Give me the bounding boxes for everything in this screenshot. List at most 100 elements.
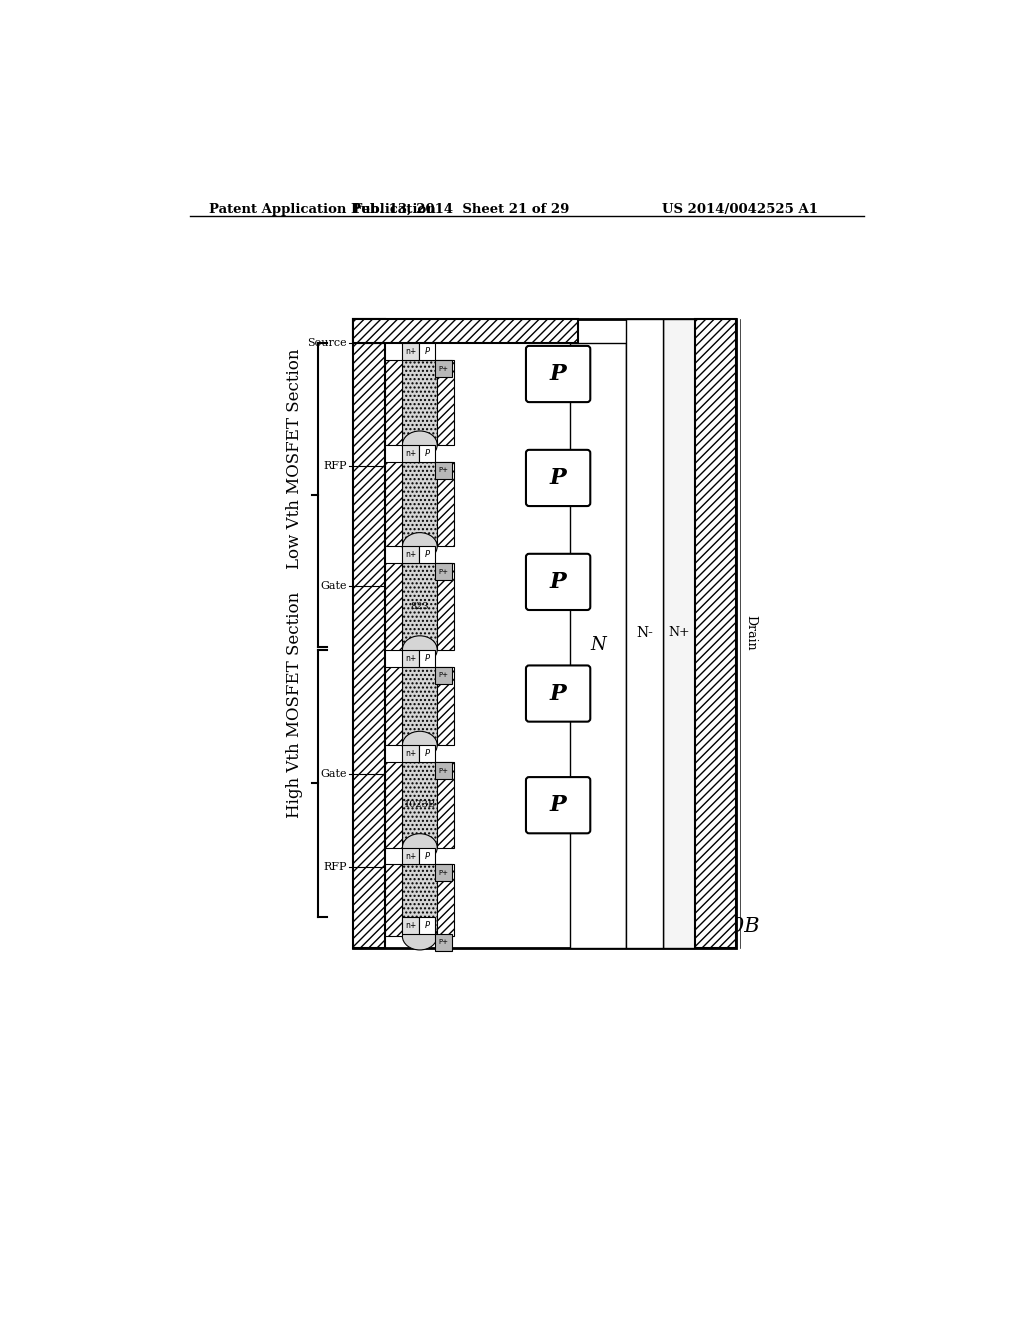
Bar — [402, 865, 437, 936]
Text: n+: n+ — [406, 449, 417, 458]
Bar — [420, 847, 435, 865]
Bar — [385, 564, 402, 649]
Text: P: P — [425, 347, 430, 356]
Bar — [385, 360, 402, 445]
Text: n+: n+ — [406, 653, 417, 663]
Text: P: P — [425, 449, 430, 458]
Text: 1023B: 1023B — [403, 800, 436, 809]
Text: 823: 823 — [411, 602, 429, 611]
Text: High Vth MOSFET Section: High Vth MOSFET Section — [286, 591, 303, 818]
Text: P: P — [425, 550, 430, 560]
Bar — [402, 360, 437, 445]
Text: Gate: Gate — [321, 581, 346, 591]
Text: n+: n+ — [406, 851, 417, 861]
Text: RFP: RFP — [323, 462, 346, 471]
Bar — [385, 762, 402, 847]
Bar — [663, 318, 695, 948]
Bar — [437, 762, 455, 847]
Text: P: P — [550, 363, 566, 385]
Text: Source: Source — [307, 338, 346, 348]
Ellipse shape — [402, 432, 437, 459]
Ellipse shape — [402, 923, 437, 950]
FancyBboxPatch shape — [526, 665, 590, 722]
Text: P+: P+ — [438, 569, 449, 576]
Text: RFP: RFP — [323, 862, 346, 871]
Bar — [402, 649, 420, 667]
Bar — [385, 865, 402, 936]
Text: P+: P+ — [438, 672, 449, 678]
Bar — [352, 318, 736, 948]
Bar — [420, 744, 435, 762]
Text: P+: P+ — [438, 940, 449, 945]
FancyBboxPatch shape — [526, 346, 590, 403]
Text: Feb. 13, 2014  Sheet 21 of 29: Feb. 13, 2014 Sheet 21 of 29 — [353, 203, 569, 216]
Text: Drain: Drain — [744, 615, 757, 651]
Ellipse shape — [402, 834, 437, 862]
FancyBboxPatch shape — [526, 554, 590, 610]
Bar — [402, 744, 420, 762]
Text: Low Vth MOSFET Section: Low Vth MOSFET Section — [286, 348, 303, 569]
Text: n+: n+ — [406, 921, 417, 929]
Bar — [420, 917, 435, 933]
Text: P: P — [425, 750, 430, 758]
Bar — [437, 360, 455, 445]
Text: N-: N- — [636, 626, 653, 640]
Text: P: P — [425, 653, 430, 663]
Bar — [402, 343, 420, 360]
Bar — [435, 360, 452, 378]
Text: P: P — [550, 682, 566, 705]
Bar — [435, 462, 452, 479]
Text: P: P — [425, 851, 430, 861]
Text: P+: P+ — [438, 366, 449, 372]
Bar — [569, 343, 627, 948]
Text: P: P — [550, 572, 566, 593]
Ellipse shape — [402, 636, 437, 664]
Bar — [420, 445, 435, 462]
Bar — [437, 667, 455, 744]
Bar — [402, 445, 420, 462]
Text: P: P — [425, 921, 430, 929]
Bar — [435, 933, 452, 950]
Text: n+: n+ — [406, 347, 417, 356]
Text: Gate: Gate — [321, 770, 346, 779]
Text: n+: n+ — [406, 750, 417, 758]
Bar — [402, 546, 420, 564]
Text: P+: P+ — [438, 767, 449, 774]
Text: P+: P+ — [438, 870, 449, 876]
Bar — [402, 667, 437, 744]
Bar — [402, 917, 420, 933]
Text: Patent Application Publication: Patent Application Publication — [209, 203, 436, 216]
Ellipse shape — [402, 731, 437, 759]
Bar — [402, 762, 437, 847]
Bar — [402, 847, 420, 865]
Bar — [627, 318, 663, 948]
Ellipse shape — [402, 532, 437, 560]
Bar — [437, 865, 455, 936]
Bar — [695, 318, 736, 948]
Bar — [435, 762, 452, 779]
Bar — [435, 667, 452, 684]
Text: Fig. 10B: Fig. 10B — [671, 917, 760, 936]
Bar — [435, 564, 452, 581]
Bar — [437, 462, 455, 546]
Text: US 2014/0042525 A1: US 2014/0042525 A1 — [662, 203, 818, 216]
FancyBboxPatch shape — [526, 450, 590, 506]
Bar — [402, 564, 437, 649]
Bar — [385, 462, 402, 546]
Bar — [385, 667, 402, 744]
FancyBboxPatch shape — [526, 777, 590, 833]
Text: P: P — [550, 795, 566, 816]
Bar — [420, 649, 435, 667]
Bar — [435, 865, 452, 882]
Text: n+: n+ — [406, 550, 417, 560]
Text: N: N — [590, 636, 606, 653]
Bar — [352, 318, 385, 948]
Text: P+: P+ — [438, 467, 449, 474]
Text: N+: N+ — [669, 626, 690, 639]
Text: P: P — [550, 467, 566, 488]
Bar — [420, 546, 435, 564]
Bar — [437, 564, 455, 649]
Bar — [402, 462, 437, 546]
Bar — [420, 343, 435, 360]
Bar — [352, 318, 578, 343]
